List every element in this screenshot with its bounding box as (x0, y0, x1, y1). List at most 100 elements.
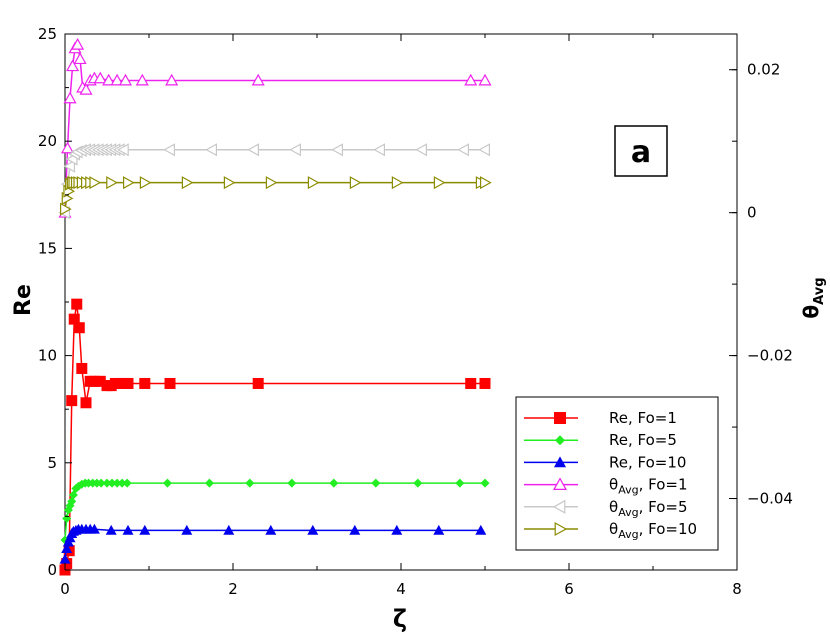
data-point (289, 143, 301, 157)
y-axis-title: Re (11, 284, 36, 316)
legend-label-tail: , Fo=10 (639, 520, 697, 538)
data-point (106, 176, 118, 190)
legend-label-main: Re, Fo=1 (609, 409, 677, 427)
legend-label: Re, Fo=10 (609, 453, 686, 471)
data-point (252, 377, 264, 389)
legend-entry: Re, Fo=1 (524, 409, 677, 427)
data-point (455, 478, 465, 488)
data-point (89, 176, 102, 190)
x-axis-title: ζ (393, 605, 407, 633)
x-tick-label: 4 (396, 580, 406, 598)
data-point (181, 524, 193, 535)
data-point (112, 478, 122, 488)
data-point (415, 143, 427, 157)
data-point (59, 202, 72, 216)
series-line (64, 42, 485, 213)
legend-entry: θAvg, Fo=10 (524, 520, 697, 541)
data-point (66, 395, 78, 407)
data-point (105, 524, 117, 535)
data-point (204, 478, 214, 488)
data-point (139, 524, 151, 535)
data-point (96, 478, 106, 488)
data-point (265, 524, 277, 535)
legend-entry: Re, Fo=5 (524, 431, 677, 449)
data-point (164, 377, 176, 389)
series-4 (58, 37, 492, 218)
data-point (479, 377, 491, 389)
data-point (102, 73, 116, 86)
data-point (94, 375, 106, 387)
y2-tick-label: −0.04 (747, 490, 793, 508)
legend-label-main: θ (609, 498, 618, 516)
legend-label-sub: Avg (618, 528, 638, 541)
data-point (307, 176, 320, 190)
y-tick-label: 0 (47, 561, 57, 579)
legend-entry: θAvg, Fo=5 (524, 498, 687, 519)
data-point (349, 176, 362, 190)
data-point (413, 478, 423, 488)
data-point (329, 478, 339, 488)
data-point (433, 176, 446, 190)
data-point (88, 375, 100, 387)
legend-label-main: θ (609, 520, 618, 538)
legend-entry: θAvg, Fo=1 (524, 476, 687, 497)
data-point (371, 478, 381, 488)
data-point (245, 478, 255, 488)
data-point (478, 143, 490, 157)
data-point (122, 524, 134, 535)
legend-label-main: Re, Fo=5 (609, 431, 677, 449)
data-point (552, 499, 566, 514)
series-line (64, 181, 485, 210)
plot-area (58, 37, 492, 576)
panel-label: a (631, 135, 651, 170)
data-point (554, 456, 566, 468)
y2-tick-label: −0.02 (747, 347, 793, 365)
legend-label: θAvg, Fo=5 (609, 498, 687, 519)
data-point (117, 478, 127, 488)
legend-label: Re, Fo=1 (609, 409, 677, 427)
legend-label-main: θ (609, 476, 618, 494)
data-point (307, 524, 319, 535)
data-point (76, 362, 88, 374)
data-point (391, 524, 403, 535)
panel-label-box: a (614, 125, 668, 177)
series-6 (59, 176, 492, 216)
data-point (162, 478, 172, 488)
data-point (102, 478, 112, 488)
legend-label-sub: Avg (618, 506, 638, 519)
y-tick-label: 10 (38, 347, 57, 365)
data-point (139, 176, 152, 190)
data-point (223, 176, 236, 190)
data-point (117, 143, 129, 157)
data-point (349, 524, 361, 535)
data-point (71, 37, 85, 50)
legend-label: θAvg, Fo=10 (609, 520, 697, 541)
data-point (554, 521, 568, 537)
x-tick-label: 2 (228, 580, 238, 598)
data-point (63, 159, 76, 173)
data-point (122, 478, 132, 488)
data-point (135, 73, 149, 86)
data-point (465, 377, 477, 389)
data-point (66, 59, 80, 72)
x-tick-label: 0 (60, 580, 70, 598)
data-point (61, 543, 73, 553)
y2-axis-title: θAvg (799, 277, 827, 318)
data-point (251, 73, 265, 86)
y-tick-label: 5 (47, 454, 57, 472)
x-tick-label: 6 (564, 580, 574, 598)
data-point (59, 553, 71, 564)
data-point (373, 143, 385, 157)
data-point (331, 143, 343, 157)
y-tick-label: 20 (38, 132, 57, 150)
data-point (464, 73, 478, 86)
legend-label-sub: Avg (618, 484, 638, 497)
data-point (79, 83, 93, 95)
data-point (110, 73, 124, 86)
data-point (73, 322, 85, 334)
data-point (478, 73, 492, 86)
legend-label: Re, Fo=5 (609, 431, 677, 449)
data-point (287, 478, 297, 488)
